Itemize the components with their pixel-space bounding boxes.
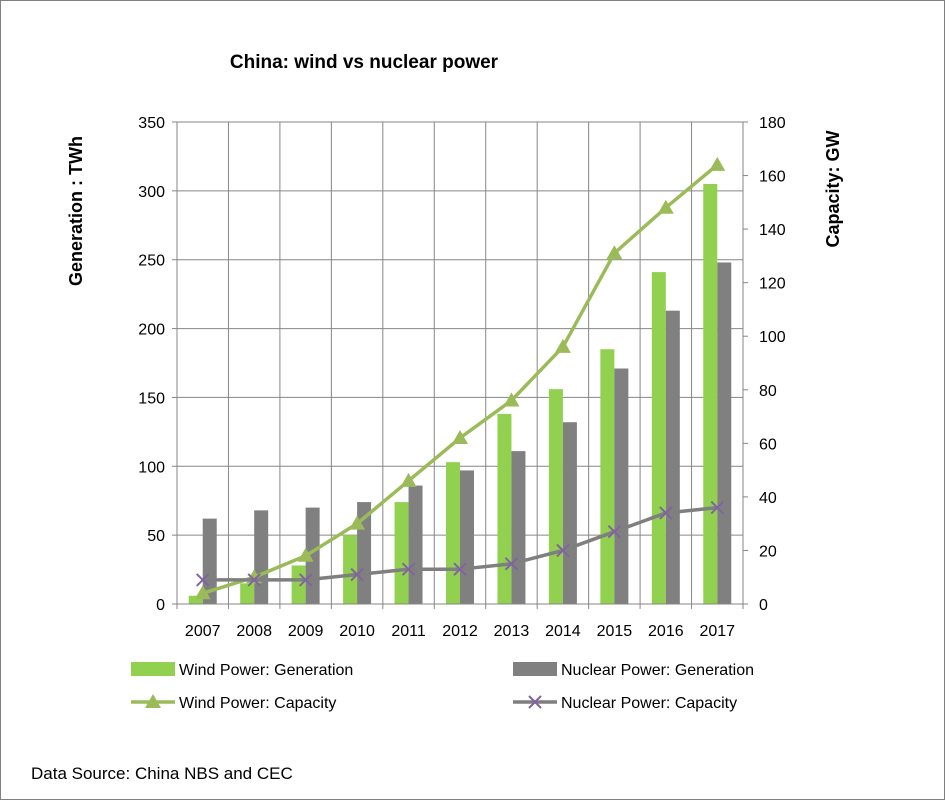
right-tick-label: 180 — [759, 115, 786, 132]
legend-item: Wind Power: Capacity — [131, 694, 336, 712]
legend: Wind Power: Generation Nuclear Power: Gen… — [131, 662, 754, 712]
nuclear-generation-bar — [511, 451, 526, 604]
nuclear-generation-bar — [408, 485, 423, 604]
right-tick-label: 0 — [759, 597, 768, 614]
legend-swatch — [513, 662, 557, 676]
wind-generation-bar — [497, 413, 512, 604]
right-axis-title: Capacity: GW — [823, 130, 843, 247]
wind-generation-bar — [240, 583, 255, 604]
wind-generation-bar — [651, 272, 666, 604]
wind-capacity-point — [400, 472, 417, 487]
wind-generation-bar — [548, 389, 563, 604]
left-axis-title: Generation : TWh — [66, 136, 86, 286]
x-tick-label: 2010 — [339, 623, 375, 640]
x-tick-label: 2007 — [185, 623, 221, 640]
axes — [176, 122, 744, 605]
wind-generation-bar — [446, 462, 460, 604]
legend-marker — [528, 695, 542, 709]
x-tick-label: 2013 — [494, 623, 530, 640]
x-axis-ticks: 2007 2008 2009 2010 2011 2012 2013 2014 2015 2016… — [176, 604, 744, 640]
wind-capacity-point — [194, 585, 211, 600]
x-tick-label: 2011 — [391, 623, 426, 640]
left-tick-label: 350 — [138, 115, 165, 132]
nuclear-capacity-point — [196, 573, 210, 587]
right-tick-label: 60 — [759, 436, 777, 453]
wind-generation-bar — [600, 349, 615, 604]
nuclear-capacity-point — [556, 543, 570, 558]
legend-item: Wind Power: Generation — [131, 662, 353, 679]
wind-capacity-point — [657, 199, 674, 214]
wind-generation-bar — [703, 183, 718, 604]
left-tick-label: 0 — [156, 597, 165, 614]
nuclear-capacity-point — [298, 573, 313, 587]
legend-label: Wind Power: Capacity — [179, 695, 336, 712]
legend-marker — [145, 694, 161, 708]
wind-capacity-point — [452, 429, 468, 444]
nuclear-capacity-point — [350, 567, 364, 582]
nuclear-capacity-point — [710, 500, 724, 515]
x-tick-label: 2008 — [236, 623, 272, 640]
right-tick-label: 100 — [759, 329, 786, 346]
left-tick-label: 250 — [138, 253, 165, 270]
wind-generation-bar — [188, 595, 203, 604]
x-tick-label: 2016 — [648, 623, 684, 640]
wind-generation-bar — [343, 535, 358, 604]
x-tick-label: 2009 — [288, 623, 324, 640]
x-tick-label: 2017 — [699, 623, 735, 640]
wind-generation-bar — [394, 502, 409, 604]
wind-generation-bar — [291, 565, 306, 604]
nuclear-capacity-point — [247, 573, 261, 587]
x-tick-label: 2012 — [442, 623, 478, 640]
legend-item: Nuclear Power: Capacity — [513, 695, 737, 712]
wind-capacity-point — [503, 392, 520, 407]
right-tick-label: 160 — [759, 169, 786, 186]
data-source-note: Data Source: China NBS and CEC — [31, 764, 293, 783]
right-tick-label: 80 — [759, 383, 777, 400]
nuclear-generation-bar — [717, 262, 732, 604]
left-tick-label: 150 — [138, 390, 165, 407]
nuclear-capacity-point — [453, 562, 467, 576]
nuclear-generation-bar — [614, 368, 629, 604]
gridlines — [177, 121, 743, 604]
wind-capacity-point — [606, 245, 623, 260]
left-tick-label: 300 — [138, 184, 165, 201]
x-tick-label: 2014 — [545, 623, 581, 640]
chart-title: China: wind vs nuclear power — [230, 52, 499, 73]
nuclear-generation-bar — [460, 470, 474, 604]
left-tick-label: 100 — [138, 459, 165, 476]
line-series — [194, 156, 726, 600]
legend-label: Nuclear Power: Generation — [561, 662, 754, 679]
left-axis-ticks: 0 50 100 150 200 250 300 350 — [138, 115, 177, 614]
nuclear-generation-bar — [665, 310, 680, 604]
right-axis-ticks: 0 20 40 60 80 100 120 140 160 180 — [743, 115, 786, 614]
wind-capacity-point — [349, 515, 366, 530]
legend-label: Nuclear Power: Capacity — [561, 695, 737, 712]
bar-series — [188, 183, 732, 604]
nuclear-capacity-point — [401, 562, 416, 576]
nuclear-capacity-point — [607, 524, 622, 539]
left-tick-label: 200 — [138, 322, 165, 339]
right-tick-label: 20 — [759, 543, 777, 560]
legend-label: Wind Power: Generation — [179, 662, 353, 679]
right-tick-label: 140 — [759, 222, 786, 239]
wind-capacity-point — [709, 156, 726, 171]
right-tick-label: 120 — [759, 276, 786, 293]
legend-item: Nuclear Power: Generation — [513, 662, 754, 679]
nuclear-generation-bar — [562, 422, 577, 604]
nuclear-generation-bar — [254, 510, 269, 604]
wind-capacity-point — [554, 338, 571, 353]
wind-capacity-point — [297, 547, 314, 562]
left-tick-label: 50 — [147, 528, 165, 545]
x-tick-label: 2015 — [597, 623, 633, 640]
right-tick-label: 40 — [759, 490, 777, 507]
legend-swatch — [131, 662, 175, 676]
nuclear-capacity-point — [504, 557, 519, 571]
nuclear-capacity-point — [659, 506, 673, 520]
